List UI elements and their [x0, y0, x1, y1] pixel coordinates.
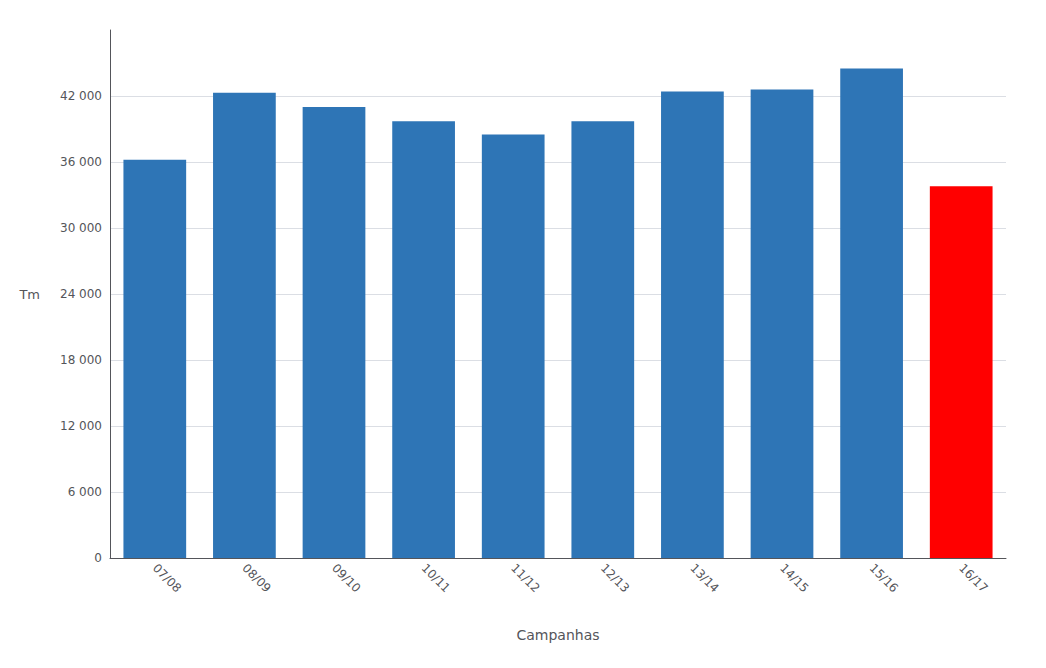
- svg-text:09/10: 09/10: [329, 561, 363, 595]
- svg-text:6 000: 6 000: [68, 485, 102, 499]
- svg-text:12 000: 12 000: [60, 419, 102, 433]
- svg-text:30 000: 30 000: [60, 221, 102, 235]
- svg-text:12/13: 12/13: [598, 561, 632, 595]
- svg-text:0: 0: [94, 551, 102, 565]
- svg-text:14/15: 14/15: [777, 561, 811, 595]
- svg-text:15/16: 15/16: [867, 561, 901, 595]
- svg-text:13/14: 13/14: [687, 561, 721, 595]
- svg-text:08/09: 08/09: [239, 561, 273, 595]
- svg-text:10/11: 10/11: [419, 561, 453, 595]
- svg-text:11/12: 11/12: [508, 561, 542, 595]
- svg-text:Campanhas: Campanhas: [516, 627, 599, 643]
- svg-text:42 000: 42 000: [60, 89, 102, 103]
- svg-text:16/17: 16/17: [956, 561, 990, 595]
- svg-text:07/08: 07/08: [150, 561, 184, 595]
- svg-text:18 000: 18 000: [60, 353, 102, 367]
- svg-text:36 000: 36 000: [60, 155, 102, 169]
- svg-text:Tm: Tm: [18, 287, 40, 302]
- svg-text:24 000: 24 000: [60, 287, 102, 301]
